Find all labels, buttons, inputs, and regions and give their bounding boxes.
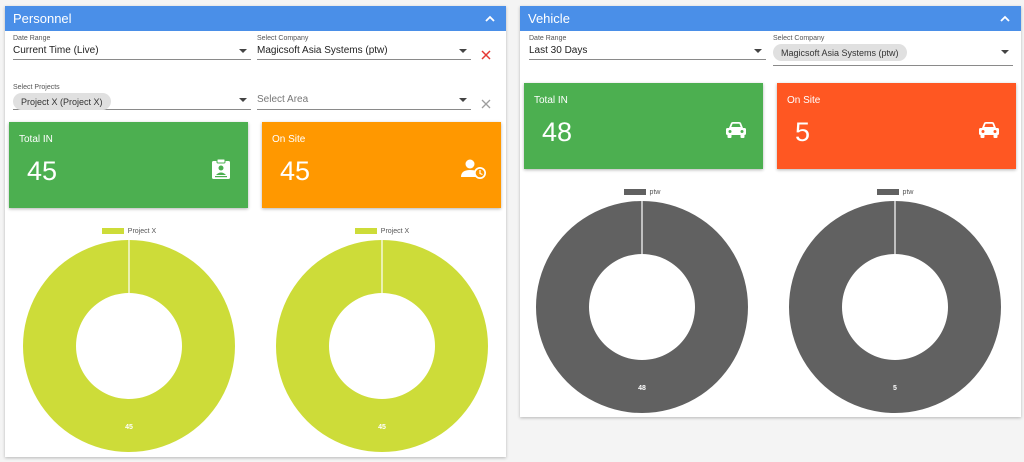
personnel-title: Personnel xyxy=(13,11,72,26)
card-value: 5 xyxy=(795,117,811,147)
car-icon xyxy=(723,117,749,143)
donut-slice[interactable] xyxy=(22,240,235,452)
card-title: Total IN xyxy=(19,134,53,145)
personnel-area-select[interactable]: Select Area xyxy=(257,84,471,110)
vehicle-total-in-card[interactable]: Total IN 48 xyxy=(524,83,763,169)
company-chip[interactable]: Magicsoft Asia Systems (ptw) xyxy=(773,44,907,61)
personnel-company-select[interactable]: Select Company Magicsoft Asia Systems (p… xyxy=(257,35,471,60)
legend-label: Project X xyxy=(127,227,157,235)
slice-value-label: 5 xyxy=(893,385,897,392)
card-title: Total IN xyxy=(534,95,568,106)
card-value: 45 xyxy=(280,156,311,186)
card-value: 45 xyxy=(27,156,58,186)
clear-area-button[interactable] xyxy=(479,97,493,111)
chart-legend[interactable]: Project X xyxy=(274,225,490,237)
dropdown-arrow-icon xyxy=(754,49,762,53)
area-placeholder: Select Area xyxy=(257,94,309,105)
vehicle-on-site-card[interactable]: On Site 5 xyxy=(777,83,1016,169)
vehicle-header[interactable]: Vehicle xyxy=(520,6,1021,31)
personnel-panel: Personnel Date Range Current Time (Live)… xyxy=(5,6,506,457)
date-range-value: Current Time (Live) xyxy=(13,45,99,56)
clipboard-account-icon xyxy=(208,156,234,182)
card-value: 48 xyxy=(542,117,573,147)
project-donut-chart: Project X 45 xyxy=(21,225,237,453)
card-title: On Site xyxy=(787,95,821,106)
slice-value-label: 45 xyxy=(378,424,386,431)
vehicle-title: Vehicle xyxy=(528,11,570,26)
date-range-label: Date Range xyxy=(13,35,51,42)
clear-company-button[interactable] xyxy=(479,48,493,62)
vehicle-date-range-select[interactable]: Date Range Last 30 Days xyxy=(529,35,766,60)
personnel-projects-select[interactable]: Select Projects Project X (Project X) xyxy=(13,84,251,110)
dropdown-arrow-icon xyxy=(1001,50,1009,54)
personnel-header[interactable]: Personnel xyxy=(5,6,506,31)
vehicle-company-select[interactable]: Select Company Magicsoft Asia Systems (p… xyxy=(773,35,1013,66)
dropdown-arrow-icon xyxy=(459,49,467,53)
vehicle-donut-chart: ptw 48 xyxy=(534,186,750,414)
slice-value-label: 45 xyxy=(125,424,133,431)
date-range-label: Date Range xyxy=(529,35,567,42)
legend-label: ptw xyxy=(649,188,661,196)
dropdown-arrow-icon xyxy=(239,98,247,102)
on-site-card[interactable]: On Site 45 xyxy=(262,122,501,208)
vehicle-panel: Vehicle Date Range Last 30 Days Select C… xyxy=(520,6,1021,417)
chart-legend[interactable]: Project X xyxy=(21,225,237,237)
total-in-card[interactable]: Total IN 45 xyxy=(9,122,248,208)
projects-label: Select Projects xyxy=(13,84,60,91)
chart-legend[interactable]: ptw xyxy=(787,186,1003,198)
donut-slice[interactable] xyxy=(788,201,1001,413)
chevron-up-icon[interactable] xyxy=(997,11,1013,27)
person-clock-icon xyxy=(461,156,487,182)
donut-svg: 45 xyxy=(22,240,235,452)
dropdown-arrow-icon xyxy=(459,98,467,102)
legend-swatch xyxy=(876,189,899,195)
company-value: Magicsoft Asia Systems (ptw) xyxy=(257,45,388,56)
project-donut-chart: Project X 45 xyxy=(274,225,490,453)
donut-svg: 5 xyxy=(788,201,1001,413)
legend-label: Project X xyxy=(380,227,410,235)
donut-svg: 48 xyxy=(535,201,748,413)
chart-legend[interactable]: ptw xyxy=(534,186,750,198)
donut-svg: 45 xyxy=(275,240,488,452)
car-icon xyxy=(976,117,1002,143)
project-chip[interactable]: Project X (Project X) xyxy=(13,93,111,110)
dropdown-arrow-icon xyxy=(239,49,247,53)
company-label: Select Company xyxy=(257,35,309,42)
vehicle-donut-chart: ptw 5 xyxy=(787,186,1003,414)
card-title: On Site xyxy=(272,134,306,145)
donut-slice[interactable] xyxy=(535,201,748,413)
company-label: Select Company xyxy=(773,35,825,42)
slice-value-label: 48 xyxy=(638,385,646,392)
legend-swatch xyxy=(101,228,124,234)
legend-swatch xyxy=(354,228,377,234)
personnel-date-range-select[interactable]: Date Range Current Time (Live) xyxy=(13,35,251,60)
donut-slice[interactable] xyxy=(275,240,488,452)
legend-swatch xyxy=(623,189,646,195)
date-range-value: Last 30 Days xyxy=(529,45,588,56)
chevron-up-icon[interactable] xyxy=(482,11,498,27)
legend-label: ptw xyxy=(902,188,914,196)
